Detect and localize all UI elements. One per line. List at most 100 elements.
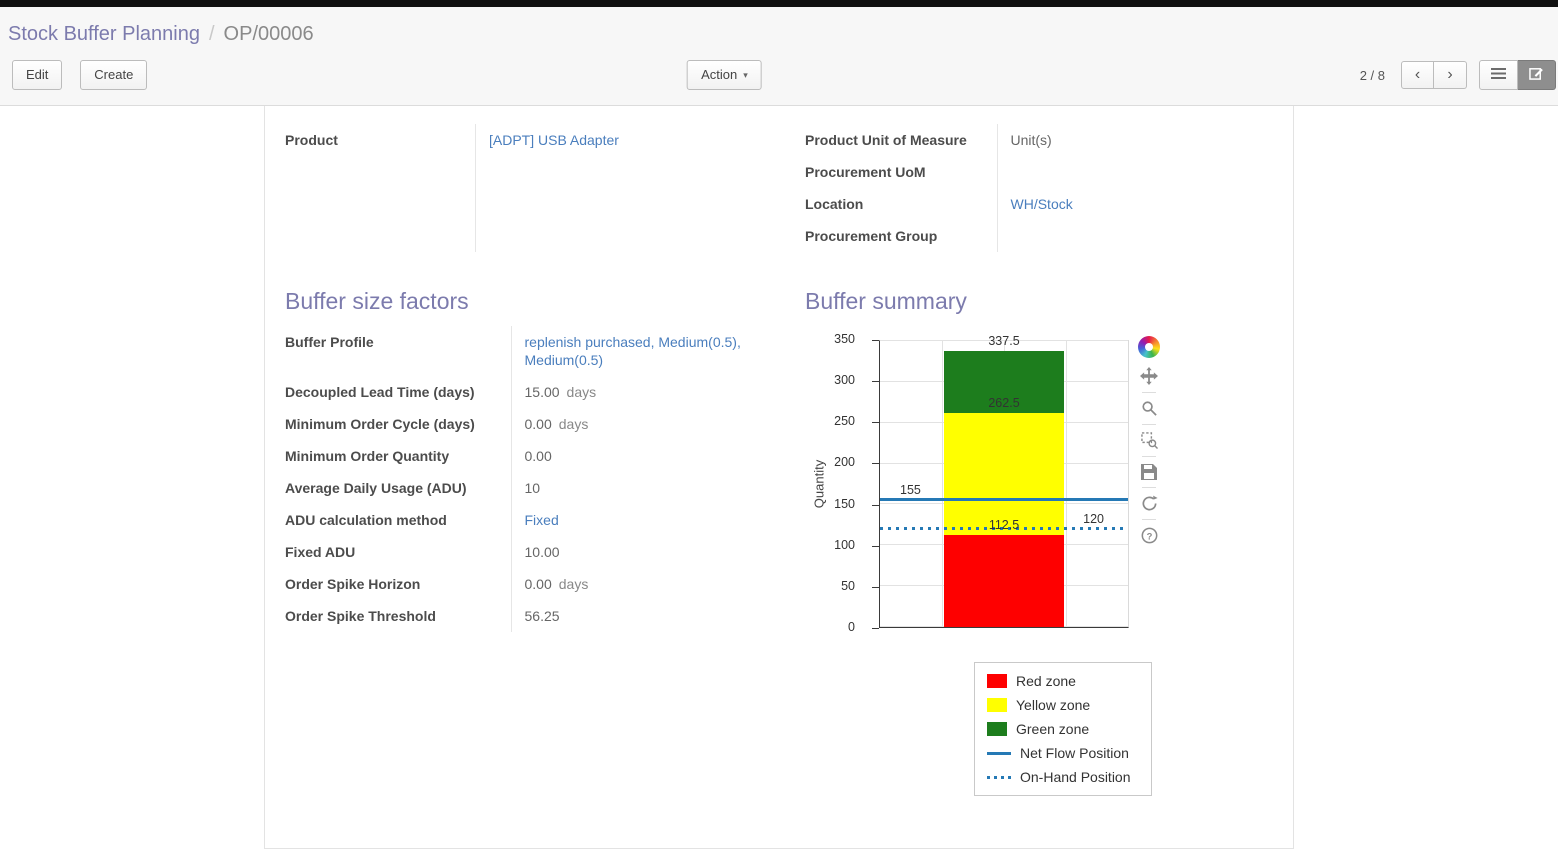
- axis-tick: [872, 545, 879, 547]
- zoom-icon[interactable]: [1139, 398, 1160, 419]
- field-label: ADU calculation method: [285, 504, 512, 536]
- field-label: Average Daily Usage (ADU): [285, 472, 512, 504]
- restore-icon[interactable]: [1139, 493, 1160, 514]
- y-tick-label: 300: [834, 373, 855, 388]
- field-row-min-order-cycle: Minimum Order Cycle (days) 0.00 days: [285, 408, 791, 440]
- y-tick-label: 250: [834, 414, 855, 429]
- save-image-icon[interactable]: [1139, 462, 1159, 482]
- green-zone: [944, 351, 1064, 413]
- axis-tick: [872, 381, 879, 383]
- field-value: [997, 220, 1177, 252]
- on-hand-position-line: [880, 526, 1128, 530]
- pan-icon[interactable]: [1138, 365, 1160, 387]
- chart-logo-icon: [1138, 336, 1160, 358]
- legend-swatch: [987, 698, 1007, 712]
- field-label: Buffer Profile: [285, 326, 512, 376]
- field-row-spike-threshold: Order Spike Threshold 56.25: [285, 600, 791, 632]
- gridline: [942, 341, 943, 627]
- field-row-buffer-profile: Buffer Profile replenish purchased, Medi…: [285, 326, 791, 376]
- field-row-uom: Product Unit of Measure Unit(s): [805, 124, 1177, 156]
- gridline: [1066, 341, 1067, 627]
- field-label: Minimum Order Quantity: [285, 440, 512, 472]
- chevron-down-icon: ▾: [743, 70, 748, 80]
- legend-item-net-flow-position[interactable]: Net Flow Position: [987, 745, 1139, 761]
- field-value: 0.00: [524, 576, 552, 592]
- axis-tick: [872, 504, 879, 506]
- toolbox-separator: [1142, 487, 1156, 488]
- y-tick-label: 0: [848, 620, 855, 634]
- field-row-min-order-qty: Minimum Order Quantity 0.00: [285, 440, 791, 472]
- field-row-procurement-uom: Procurement UoM: [805, 156, 1177, 188]
- field-label: Product: [285, 124, 476, 252]
- legend-label: Net Flow Position: [1020, 745, 1129, 761]
- legend-swatch: [987, 775, 1011, 779]
- legend-item-yellow-zone[interactable]: Yellow zone: [987, 697, 1139, 713]
- buffer-profile-link[interactable]: replenish purchased, Medium(0.5), Medium…: [524, 334, 741, 368]
- breadcrumb: Stock Buffer Planning / OP/00006: [0, 7, 1558, 52]
- toolbox-separator: [1142, 456, 1156, 457]
- svg-text:?: ?: [1146, 531, 1152, 542]
- y-tick-label: 150: [834, 496, 855, 511]
- field-row-adu: Average Daily Usage (ADU) 10: [285, 472, 791, 504]
- buffer-factors-table: Buffer Profile replenish purchased, Medi…: [285, 326, 791, 632]
- location-link[interactable]: WH/Stock: [1010, 196, 1073, 212]
- chevron-right-icon: ›: [1447, 66, 1453, 83]
- legend-item-green-zone[interactable]: Green zone: [987, 721, 1139, 737]
- field-value: 56.25: [524, 608, 560, 624]
- field-suffix: days: [566, 384, 597, 400]
- list-view-button[interactable]: [1479, 60, 1518, 90]
- net-flow-position-line: [880, 498, 1128, 502]
- chart-annotation: 262.5: [988, 395, 1020, 410]
- list-icon: [1491, 67, 1506, 79]
- zoom-reset-icon[interactable]: [1139, 430, 1160, 451]
- yellow-zone: [944, 412, 1064, 536]
- breadcrumb-current: OP/00006: [223, 23, 314, 45]
- section-title: Buffer summary: [805, 288, 967, 314]
- pager-value[interactable]: 2 / 8: [1359, 67, 1385, 83]
- chart-legend: Red zone Yellow zone Green zone Net Flow Po…: [974, 662, 1152, 796]
- field-suffix: days: [558, 416, 589, 432]
- main-content: Product [ADPT] USB Adapter Product Unit …: [0, 106, 1558, 849]
- help-icon[interactable]: ?: [1139, 525, 1160, 546]
- create-button[interactable]: Create: [80, 60, 148, 90]
- breadcrumb-parent-link[interactable]: Stock Buffer Planning: [8, 23, 200, 45]
- chart-annotation: 337.5: [988, 334, 1020, 349]
- field-value: 0.00: [524, 448, 552, 464]
- axis-tick: [872, 586, 879, 588]
- action-dropdown-button[interactable]: Action ▾: [687, 60, 762, 90]
- red-zone: [944, 535, 1064, 627]
- right-field-group: Product Unit of Measure Unit(s) Procurem…: [805, 124, 1177, 252]
- form-view-button[interactable]: [1518, 60, 1556, 90]
- field-label: Minimum Order Cycle (days): [285, 408, 512, 440]
- field-row-procurement-group: Procurement Group: [805, 220, 1177, 252]
- chart-annotation: 155: [900, 483, 921, 498]
- pager-next-button[interactable]: ›: [1434, 61, 1467, 89]
- field-value: Unit(s): [1010, 132, 1052, 148]
- legend-item-red-zone[interactable]: Red zone: [987, 673, 1139, 689]
- legend-label: On-Hand Position: [1020, 769, 1131, 785]
- form-edit-icon: [1529, 68, 1543, 80]
- field-row-product: Product [ADPT] USB Adapter: [285, 124, 805, 252]
- form-header-group: Product [ADPT] USB Adapter Product Unit …: [285, 124, 1273, 252]
- edit-button[interactable]: Edit: [12, 60, 63, 90]
- chart-plot-area[interactable]: 337.5 262.5 155 112.5 120: [879, 334, 1129, 628]
- adu-method-link[interactable]: Fixed: [524, 512, 559, 528]
- left-field-group: Product [ADPT] USB Adapter: [285, 124, 805, 252]
- field-value: 10: [524, 480, 541, 496]
- product-link[interactable]: [ADPT] USB Adapter: [488, 132, 619, 148]
- legend-swatch: [987, 722, 1007, 736]
- control-panel: Stock Buffer Planning / OP/00006 Edit Crea…: [0, 7, 1558, 106]
- buffer-size-factors-section: Buffer size factors Buffer Profile reple…: [285, 286, 805, 818]
- toolbox-separator: [1142, 519, 1156, 520]
- buffer-summary-chart: Quantity 337.5 262.5 155 112.5 120: [805, 326, 1273, 818]
- pager-previous-button[interactable]: ‹: [1401, 61, 1434, 89]
- legend-swatch: [987, 751, 1011, 755]
- field-value: 10.00: [524, 544, 560, 560]
- field-label: Order Spike Horizon: [285, 568, 512, 600]
- chevron-left-icon: ‹: [1414, 66, 1421, 83]
- legend-item-on-hand-position[interactable]: On-Hand Position: [987, 769, 1139, 785]
- form-sheet: Product [ADPT] USB Adapter Product Unit …: [264, 106, 1294, 849]
- legend-label: Red zone: [1016, 673, 1076, 689]
- chart-toolbox: ?: [1135, 336, 1163, 546]
- chart-annotation: 112.5: [988, 518, 1020, 533]
